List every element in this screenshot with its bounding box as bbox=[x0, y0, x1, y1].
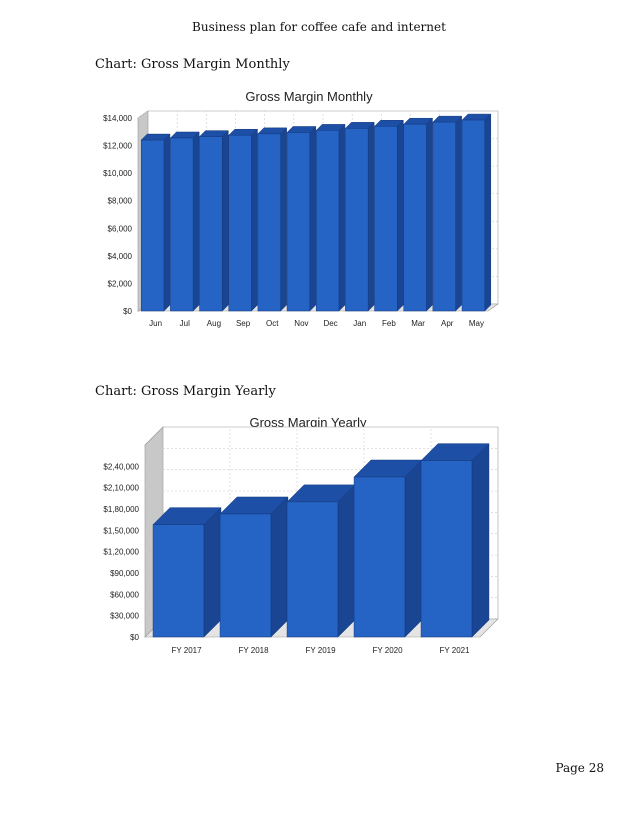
x-tick-label: FY 2018 bbox=[238, 646, 269, 655]
gridline bbox=[144, 512, 164, 531]
bar bbox=[461, 119, 486, 312]
bar bbox=[219, 513, 272, 638]
gridline bbox=[144, 469, 164, 488]
y-tick-label: $6,000 bbox=[108, 224, 133, 233]
bar bbox=[374, 126, 398, 312]
x-tick-label: Apr bbox=[441, 319, 454, 328]
bar-side bbox=[337, 484, 356, 638]
bar bbox=[286, 132, 311, 312]
bar bbox=[170, 137, 194, 312]
y-tick-label: $0 bbox=[130, 633, 139, 642]
bar-side bbox=[192, 131, 200, 312]
gross-margin-yearly-chart: Gross Margin Yearly $0 $30,000 $60,000 $90,… bbox=[103, 415, 499, 655]
x-tick-label: Oct bbox=[266, 319, 279, 328]
y-tick-label: $2,000 bbox=[108, 279, 133, 288]
gross-margin-monthly-chart: Gross Margin Monthly $0 $2,000 $4,000 $6,00… bbox=[103, 89, 499, 328]
bar-side bbox=[397, 119, 404, 312]
x-tick-label: FY 2021 bbox=[439, 646, 470, 655]
page-header: Business plan for coffee cafe and intern… bbox=[192, 20, 446, 34]
x-tick-label: Jul bbox=[180, 319, 190, 328]
y-tick-label: $30,000 bbox=[110, 612, 139, 621]
y-tick-label: $1,50,000 bbox=[103, 526, 139, 535]
bar bbox=[420, 460, 473, 638]
bar-side bbox=[163, 133, 171, 312]
x-tick-label: Dec bbox=[323, 319, 337, 328]
bar bbox=[353, 476, 406, 638]
y-tick-label: $2,10,000 bbox=[103, 484, 139, 493]
chart-title: Gross Margin Monthly bbox=[245, 89, 373, 104]
y-tick-label: $8,000 bbox=[108, 197, 133, 206]
y-tick-label: $60,000 bbox=[110, 590, 139, 599]
page-number: Page 28 bbox=[555, 761, 604, 775]
bar bbox=[315, 130, 340, 312]
x-tick-label: Sep bbox=[236, 319, 251, 328]
y-tick-label: $90,000 bbox=[110, 569, 139, 578]
bar-side bbox=[280, 127, 287, 312]
bar-side bbox=[270, 496, 289, 638]
y-tick-label: $14,000 bbox=[103, 114, 132, 123]
x-tick-label: Jan bbox=[353, 319, 366, 328]
bar bbox=[257, 133, 281, 312]
x-tick-label: Aug bbox=[207, 319, 221, 328]
bar-side bbox=[426, 117, 433, 312]
bar-side bbox=[203, 507, 222, 638]
bar bbox=[432, 121, 456, 312]
y-tick-label: $1,80,000 bbox=[103, 505, 139, 514]
bar bbox=[286, 501, 339, 638]
bar bbox=[140, 139, 165, 312]
bar-side bbox=[367, 121, 375, 312]
bar-side bbox=[484, 113, 492, 312]
yearly-chart-caption: Chart: Gross Margin Yearly bbox=[95, 384, 276, 399]
bar-side bbox=[471, 443, 490, 638]
x-tick-label: Nov bbox=[294, 319, 308, 328]
x-tick-label: May bbox=[469, 319, 484, 328]
chart-title: Gross Margin Yearly bbox=[249, 415, 367, 430]
x-tick-label: Feb bbox=[382, 319, 396, 328]
bar-side bbox=[222, 130, 229, 312]
y-tick-label: $12,000 bbox=[103, 142, 132, 151]
bar-side bbox=[455, 115, 462, 312]
x-tick-label: FY 2019 bbox=[305, 646, 336, 655]
y-tick-label: $0 bbox=[123, 307, 132, 316]
bar bbox=[403, 123, 427, 312]
x-tick-label: FY 2020 bbox=[372, 646, 403, 655]
monthly-chart-caption: Chart: Gross Margin Monthly bbox=[95, 57, 290, 72]
bar-side bbox=[251, 128, 258, 312]
y-tick-label: $2,40,000 bbox=[103, 462, 139, 471]
bar bbox=[199, 136, 223, 312]
bar bbox=[345, 128, 369, 312]
y-tick-label: $4,000 bbox=[108, 252, 133, 261]
gridline bbox=[144, 448, 164, 467]
gridline bbox=[144, 490, 164, 510]
bar-side bbox=[404, 459, 423, 638]
x-tick-label: FY 2017 bbox=[171, 646, 202, 655]
y-tick-label: $10,000 bbox=[103, 169, 132, 178]
y-tick-label: $1,20,000 bbox=[103, 548, 139, 557]
bar bbox=[228, 134, 252, 312]
x-tick-label: Jun bbox=[149, 319, 162, 328]
bar bbox=[152, 524, 205, 638]
bar-side bbox=[338, 123, 346, 312]
x-tick-label: Mar bbox=[411, 319, 425, 328]
bar-side bbox=[309, 125, 317, 312]
